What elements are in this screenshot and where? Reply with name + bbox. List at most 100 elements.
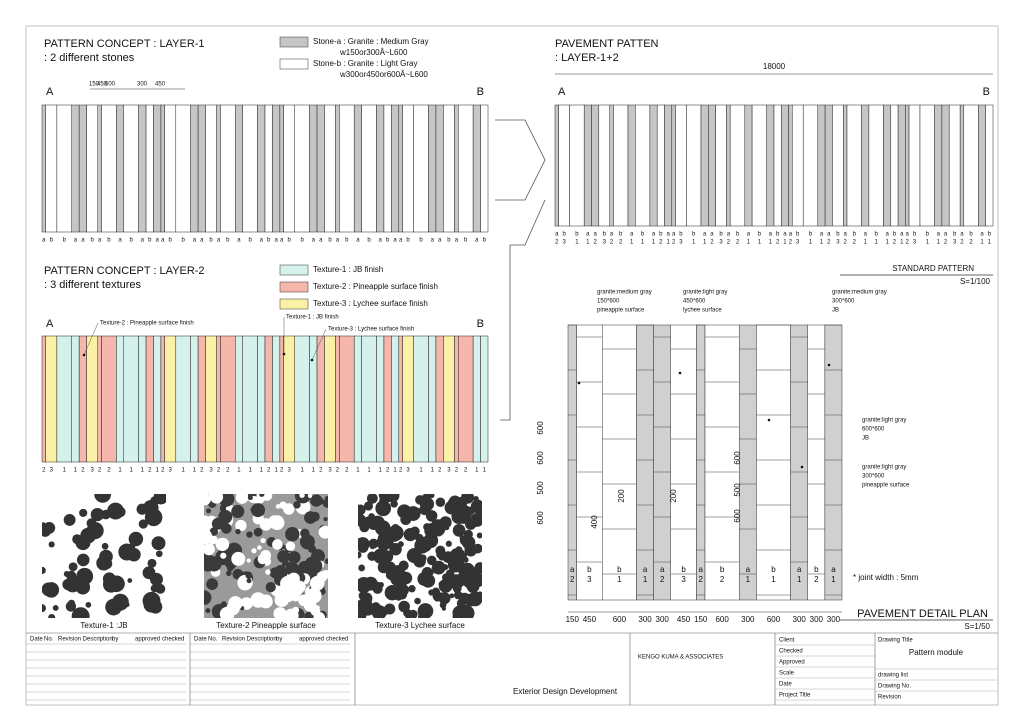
detail-callout: granite:light gray: [683, 290, 727, 296]
texture-blob: [261, 494, 273, 501]
stripe: [391, 335, 400, 463]
revision-header: Date: [194, 637, 207, 643]
texture-blob: [240, 597, 253, 610]
stripe-label: b: [969, 232, 973, 238]
texture-blob: [380, 606, 390, 616]
stripe-label: 1: [988, 240, 992, 246]
stripe-label: 2: [98, 468, 102, 474]
detail-dimension: 150: [694, 615, 708, 624]
field-label: Date: [779, 682, 792, 688]
stripe: [353, 335, 362, 463]
texture-blob: [403, 527, 417, 542]
stripe-label: b: [853, 232, 857, 238]
stripe-label: b: [776, 232, 780, 238]
stripe: [726, 104, 731, 227]
stripe-label: b: [913, 232, 917, 238]
stripe-label: b: [63, 238, 67, 244]
stripe: [145, 335, 154, 463]
callout: Texture-3 : Lychee surface finish: [328, 327, 414, 333]
texture-blob: [204, 543, 215, 556]
stripe: [190, 104, 199, 233]
stripe: [428, 335, 437, 463]
legend-swatch: [279, 264, 309, 276]
texture-blob: [285, 541, 296, 552]
stripe-label: b: [758, 232, 762, 238]
revision-header: No.: [44, 637, 54, 643]
flow-arrow: [495, 119, 546, 421]
detail-callout: 300*600: [832, 299, 855, 305]
texture-blob: [75, 534, 91, 551]
revision-header: approved: [135, 637, 160, 643]
stripe-label: a: [885, 232, 889, 238]
detail-stone: [790, 324, 808, 601]
detail-dimension: 200: [617, 489, 626, 503]
stripe-label: b: [367, 238, 371, 244]
stripe-label: b: [248, 238, 252, 244]
detail-label: a: [643, 565, 648, 574]
stripe: [413, 335, 429, 463]
stripe-label: 3: [91, 468, 95, 474]
texture-blob: [155, 583, 166, 594]
stripe: [175, 104, 191, 233]
stripe-label: b: [226, 238, 230, 244]
detail-dimension: 300: [827, 615, 841, 624]
texture-blob: [219, 606, 235, 618]
stripe-label: b: [736, 232, 740, 238]
stripe: [235, 335, 243, 463]
texture-blob: [375, 516, 382, 524]
texture-blob: [48, 541, 55, 548]
texture-blob: [448, 495, 462, 508]
stripe-label: a: [141, 238, 145, 244]
stripe-label: a: [980, 232, 984, 238]
stripe-label: 2: [42, 468, 46, 474]
stage: Exterior Design Development: [513, 687, 618, 696]
texture-blob: [127, 547, 141, 562]
texture-blob: [387, 525, 404, 541]
texture-blob: [313, 612, 326, 618]
texture-blob: [431, 560, 446, 575]
texture-blob: [315, 605, 320, 611]
stripe-label: a: [710, 232, 714, 238]
stripe-label: a: [944, 232, 948, 238]
texture-blob: [408, 584, 416, 593]
texture-blob: [246, 531, 253, 538]
stripe: [861, 104, 870, 227]
texture-blob: [452, 523, 466, 537]
texture-blob: [42, 525, 52, 537]
stripe-label: 1: [419, 468, 423, 474]
stripe-label: b: [659, 232, 663, 238]
texture-blob: [101, 542, 109, 550]
stripe-label: 3: [913, 240, 917, 246]
legend-swatch: [279, 36, 309, 48]
leader-dot: [800, 465, 804, 469]
stripe: [554, 104, 559, 227]
texture-blob: [209, 494, 224, 504]
texture-blob: [204, 590, 212, 605]
texture-blob: [460, 509, 468, 517]
stripe-label: 2: [736, 240, 740, 246]
stripe-label: 2: [710, 240, 714, 246]
texture-blob: [220, 552, 227, 559]
texture-blob: [279, 501, 287, 510]
stripe-label: a: [666, 232, 670, 238]
stripe: [283, 335, 295, 463]
stripe-label: 2: [555, 240, 559, 246]
leader-dot: [678, 371, 682, 375]
stripe-label: 1: [118, 468, 122, 474]
texture-blob: [226, 570, 232, 577]
stripe: [649, 104, 658, 227]
section-title: PAVEMENT PATTEN: [555, 38, 659, 50]
stripe: [160, 104, 165, 233]
texture-blob: [79, 508, 88, 518]
field-label: Drawing Title: [878, 638, 913, 644]
texture-blob: [317, 497, 325, 505]
texture-blob: [205, 608, 211, 614]
texture-caption: Texture-3 Lychee surface: [375, 621, 465, 630]
section-subtitle: : 2 different stones: [44, 52, 135, 64]
note: * joint width : 5mm: [853, 573, 919, 582]
stripe: [391, 104, 400, 233]
stripe: [751, 104, 767, 227]
texture-blob: [272, 539, 283, 550]
texture-blob: [221, 523, 232, 534]
stripe-label: a: [193, 238, 197, 244]
